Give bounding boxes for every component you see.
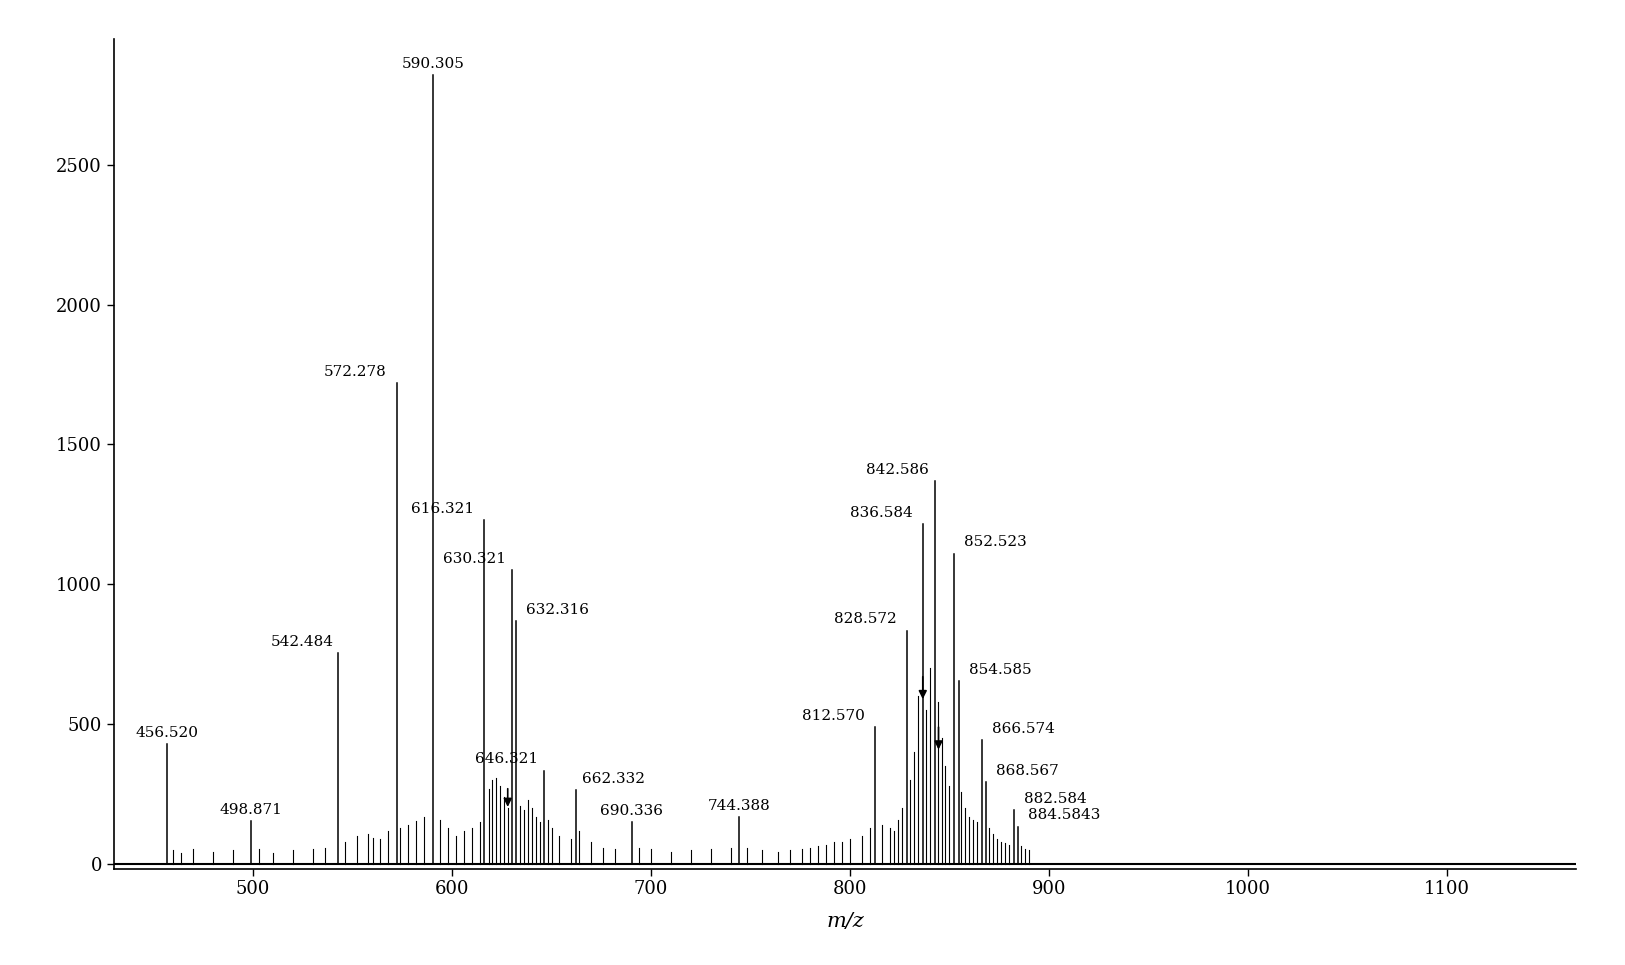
Text: 572.278: 572.278 bbox=[323, 365, 387, 378]
X-axis label: m/z: m/z bbox=[826, 912, 864, 931]
Text: 842.586: 842.586 bbox=[866, 462, 929, 477]
Text: 852.523: 852.523 bbox=[964, 536, 1027, 549]
Text: 744.388: 744.388 bbox=[708, 799, 770, 813]
Text: 646.321: 646.321 bbox=[474, 753, 538, 766]
Text: 884.5843: 884.5843 bbox=[1029, 809, 1100, 822]
Text: 828.572: 828.572 bbox=[834, 613, 897, 626]
Text: 854.585: 854.585 bbox=[968, 663, 1032, 676]
Text: 590.305: 590.305 bbox=[401, 57, 465, 70]
Text: 812.570: 812.570 bbox=[803, 709, 864, 723]
Text: 630.321: 630.321 bbox=[444, 552, 507, 566]
Text: 542.484: 542.484 bbox=[271, 635, 333, 648]
Text: 632.316: 632.316 bbox=[526, 602, 590, 617]
Text: 868.567: 868.567 bbox=[996, 763, 1060, 778]
Text: 882.584: 882.584 bbox=[1024, 791, 1087, 806]
Text: 836.584: 836.584 bbox=[850, 506, 913, 520]
Text: 690.336: 690.336 bbox=[600, 804, 663, 818]
Text: 866.574: 866.574 bbox=[993, 722, 1055, 735]
Text: 498.871: 498.871 bbox=[219, 803, 283, 816]
Text: 662.332: 662.332 bbox=[582, 772, 645, 786]
Text: 616.321: 616.321 bbox=[411, 502, 474, 516]
Text: 456.520: 456.520 bbox=[135, 726, 198, 740]
